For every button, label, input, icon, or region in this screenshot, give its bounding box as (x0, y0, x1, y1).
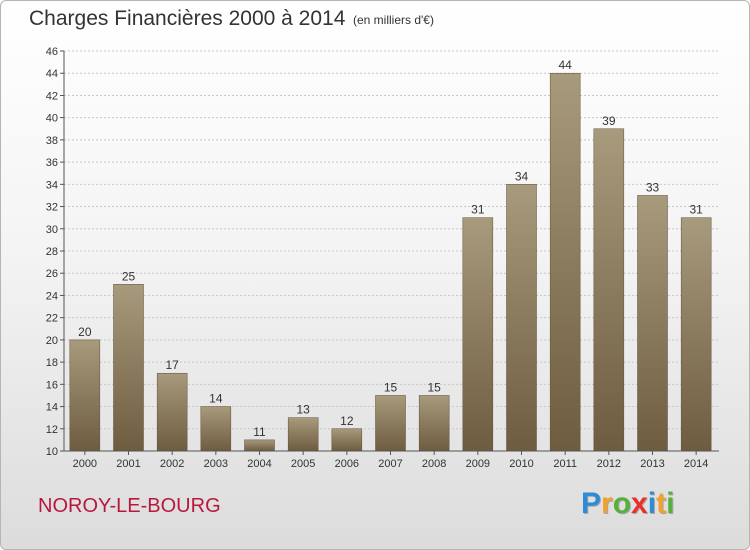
logo-letter: P (581, 487, 602, 520)
y-tick-label: 22 (46, 313, 58, 325)
y-tick-label: 26 (46, 268, 58, 280)
bar (69, 339, 101, 452)
data-label: 11 (253, 425, 266, 439)
bar (462, 217, 494, 452)
y-tick-label: 32 (46, 202, 58, 214)
data-label: 17 (165, 358, 179, 372)
data-label: 31 (471, 203, 485, 217)
x-tick-label: 2005 (291, 458, 315, 470)
bar (506, 184, 537, 452)
y-tick-label: 12 (46, 424, 58, 436)
proxiti-logo: Proxiti (581, 487, 674, 521)
y-tick-label: 42 (46, 90, 58, 102)
y-tick-label: 28 (46, 246, 58, 258)
commune-name: NOROY-LE-BOURG (38, 495, 221, 517)
data-label: 12 (340, 414, 354, 428)
bar (637, 195, 668, 452)
logo-letter: i (647, 487, 657, 520)
x-tick-label: 2006 (335, 458, 359, 470)
y-tick-label: 34 (46, 179, 58, 191)
bar (680, 217, 712, 452)
data-label: 25 (122, 269, 136, 283)
y-tick-label: 40 (46, 113, 58, 125)
data-label: 13 (296, 403, 310, 417)
bar (287, 417, 319, 452)
y-tick-label: 14 (46, 402, 58, 414)
data-label: 31 (689, 203, 703, 217)
data-label: 39 (602, 114, 616, 128)
bar (113, 284, 144, 452)
data-label: 34 (515, 169, 529, 183)
x-tick-label: 2004 (247, 458, 271, 470)
x-tick-label: 2007 (378, 458, 402, 470)
chart-title: Charges Financières 2000 à 2014 (29, 7, 346, 30)
data-label: 44 (558, 58, 572, 72)
data-label: 14 (209, 392, 223, 406)
bar (549, 72, 581, 452)
x-tick-label: 2013 (640, 458, 664, 470)
bar (593, 128, 625, 452)
x-tick-label: 2000 (73, 458, 97, 470)
x-tick-label: 2011 (553, 458, 577, 470)
bar (244, 439, 275, 452)
y-tick-label: 46 (46, 46, 58, 58)
data-label: 15 (427, 380, 441, 394)
y-tick-label: 24 (46, 290, 58, 302)
x-tick-label: 2003 (204, 458, 228, 470)
x-tick-label: 2009 (466, 458, 490, 470)
bar (375, 395, 406, 452)
bar (156, 372, 188, 452)
y-tick-label: 20 (46, 335, 58, 347)
logo-letter: t (656, 487, 667, 520)
bar (200, 406, 232, 452)
chart-subtitle: (en milliers d'€) (353, 13, 434, 27)
axes: 10 12 14 16 18 20 22 24 26 28 30 32 34 36 38 40 42 44 46 20… (46, 46, 719, 470)
x-tick-label: 2010 (509, 458, 533, 470)
y-tick-label: 36 (46, 157, 58, 169)
y-tick-label: 38 (46, 135, 58, 147)
logo-letter: i (666, 487, 675, 520)
x-tick-label: 2012 (597, 458, 621, 470)
bar (418, 395, 450, 452)
y-tick-label: 16 (46, 379, 58, 391)
bar (331, 428, 363, 452)
x-tick-label: 2008 (422, 458, 446, 470)
logo-letter: o (612, 487, 632, 520)
y-tick-label: 10 (46, 446, 58, 458)
bars: 20 25 17 14 11 13 12 15 15 31 34 44 39 33 31 (69, 58, 712, 452)
logo-letter: x (631, 487, 648, 520)
x-tick-label: 2001 (116, 458, 140, 470)
y-tick-label: 44 (46, 68, 58, 80)
logo-letter: r (601, 487, 613, 520)
y-tick-label: 18 (46, 357, 58, 369)
data-label: 15 (384, 380, 398, 394)
data-label: 33 (646, 180, 660, 194)
x-tick-label: 2002 (160, 458, 184, 470)
y-tick-label: 30 (46, 224, 58, 236)
x-tick-label: 2014 (684, 458, 708, 470)
data-label: 20 (78, 325, 92, 339)
